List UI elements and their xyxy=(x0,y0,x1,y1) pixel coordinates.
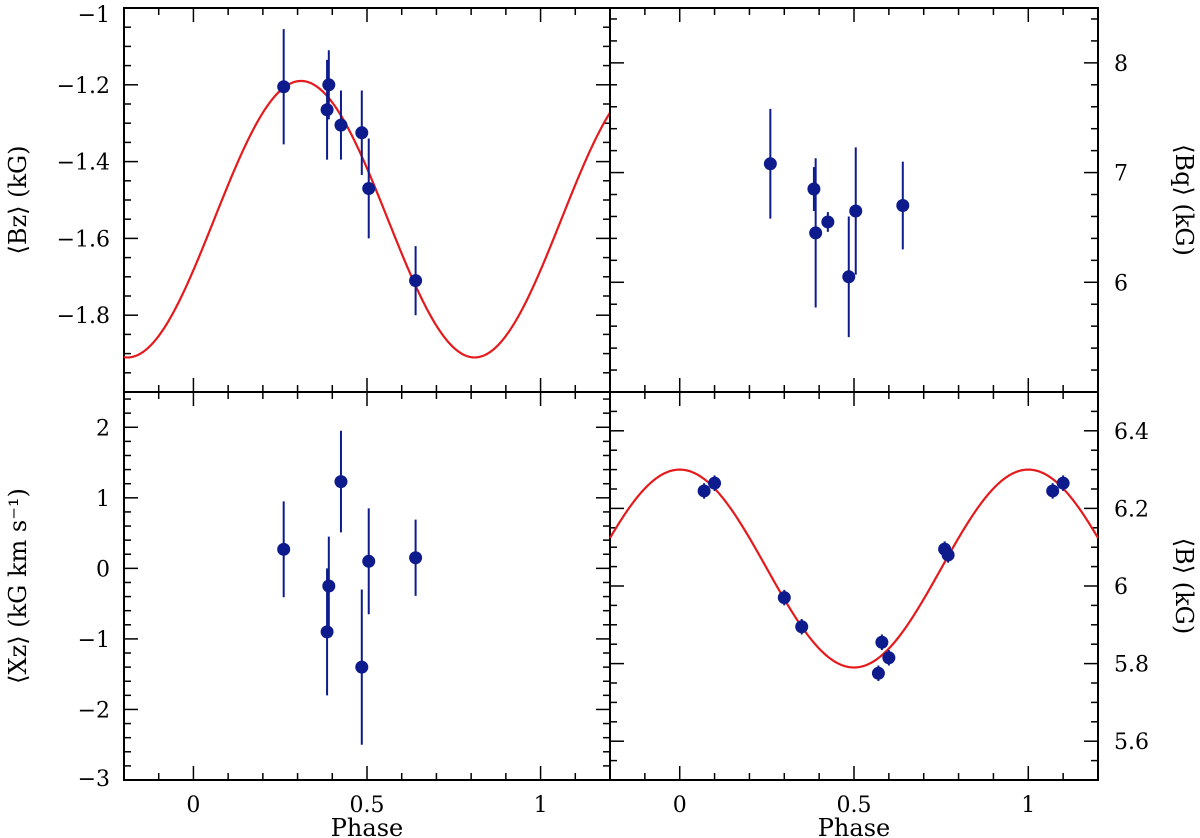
y-tick-label: 2 xyxy=(96,416,110,441)
data-point xyxy=(842,270,856,284)
data-point xyxy=(763,157,777,171)
y-tick-label: −1 xyxy=(78,628,110,653)
x-tick-label: 1 xyxy=(534,793,548,818)
y-tick-label: −1.2 xyxy=(57,74,110,99)
data-point xyxy=(277,80,291,94)
data-point xyxy=(821,215,835,229)
y-tick-label: 5.6 xyxy=(1114,730,1149,755)
y-tick-label: 5.8 xyxy=(1114,653,1149,678)
panel-xz: −3 −2 −1 0 1 2 0 0.5 1 Phase ⟨Xz⟩ (kG km s⁻¹) xyxy=(4,391,611,838)
y-tick-label: −3 xyxy=(78,767,110,792)
data-point xyxy=(334,475,348,489)
data-point xyxy=(849,204,863,218)
panel-bq: 6 7 8 ⟨Bq⟩ (kG) xyxy=(609,7,1198,393)
data-point xyxy=(322,78,336,92)
data-point xyxy=(320,625,334,639)
y-tick-label: −1 xyxy=(78,3,110,28)
data-point xyxy=(896,198,910,212)
y-tick-label: 6 xyxy=(1114,575,1128,600)
y-axis-label: ⟨B⟩ (kG) xyxy=(1170,538,1198,634)
panel-frame xyxy=(123,7,611,393)
y-tick-label: −1.6 xyxy=(57,227,110,252)
data-point xyxy=(875,635,889,649)
data-point xyxy=(777,591,791,605)
data-point xyxy=(941,548,955,562)
y-tick-label: 1 xyxy=(96,487,110,512)
panel-frame xyxy=(609,7,1099,393)
y-axis-label: ⟨Bq⟩ (kG) xyxy=(1170,144,1198,256)
data-point xyxy=(322,579,336,593)
data-point xyxy=(409,274,423,288)
data-point xyxy=(355,126,369,140)
data-point xyxy=(334,118,348,132)
data-point xyxy=(882,651,896,665)
data-point xyxy=(355,660,369,674)
data-point xyxy=(362,181,376,195)
x-tick-label: 0 xyxy=(673,793,687,818)
data-point xyxy=(871,666,885,680)
data-point xyxy=(1056,476,1070,490)
y-tick-label: 6 xyxy=(1114,271,1128,296)
x-tick-label: 0.5 xyxy=(350,793,385,818)
data-point xyxy=(807,182,821,196)
data-point xyxy=(708,476,722,490)
data-point xyxy=(697,484,711,498)
x-tick-label: 0.5 xyxy=(837,793,872,818)
data-point xyxy=(1046,484,1060,498)
x-tick-label: 0 xyxy=(186,793,200,818)
panel-frame xyxy=(609,391,1099,781)
panel-bz: −1.8 −1.6 −1.4 −1.2 −1 ⟨Bz⟩ (kG) xyxy=(4,3,611,393)
x-axis-label: Phase xyxy=(818,814,890,838)
y-tick-label: −2 xyxy=(78,698,110,723)
y-axis-label: ⟨Xz⟩ (kG km s⁻¹) xyxy=(4,488,32,684)
fit-curve xyxy=(609,468,1099,669)
y-tick-label: 6.4 xyxy=(1114,420,1149,445)
data-point xyxy=(320,103,334,117)
y-tick-label: 6.2 xyxy=(1114,497,1149,522)
data-point xyxy=(809,226,823,240)
data-point xyxy=(795,620,809,634)
y-tick-label: −1.4 xyxy=(57,151,110,176)
y-tick-label: 8 xyxy=(1114,52,1128,77)
data-point xyxy=(277,542,291,556)
data-point xyxy=(409,551,423,565)
panel-frame xyxy=(123,391,611,781)
y-tick-label: 7 xyxy=(1114,162,1128,187)
y-axis-label: ⟨Bz⟩ (kG) xyxy=(4,145,32,254)
y-tick-label: −1.8 xyxy=(57,304,110,329)
fit-curve xyxy=(123,79,611,359)
data-point xyxy=(362,554,376,568)
x-tick-label: 1 xyxy=(1021,793,1035,818)
x-axis-label: Phase xyxy=(331,814,403,838)
panel-b: 5.6 5.8 6 6.2 6.4 0 0.5 1 Phase ⟨B⟩ (kG) xyxy=(609,391,1198,838)
y-tick-label: 0 xyxy=(96,557,110,582)
